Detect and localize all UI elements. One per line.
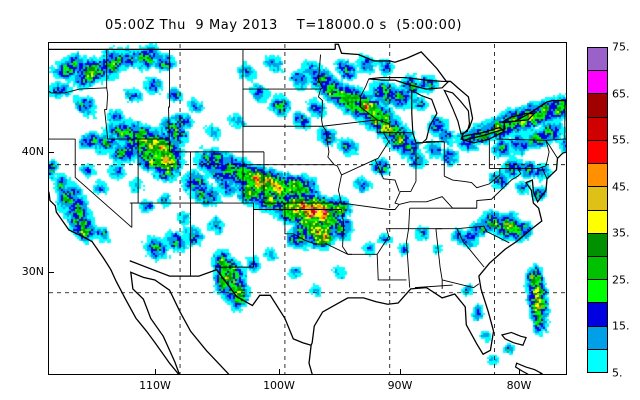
geo-path <box>483 225 510 244</box>
map-plot-area <box>48 42 567 375</box>
geo-path <box>496 138 546 141</box>
x-axis-tick-mark <box>155 369 156 375</box>
geo-path <box>284 203 342 210</box>
geo-path <box>442 279 480 289</box>
colorbar-band-40-45 <box>588 187 607 211</box>
geo-path <box>456 228 485 268</box>
geo-path <box>129 271 230 374</box>
colorbar-band-70-75 <box>588 48 607 72</box>
geo-path <box>49 87 109 140</box>
y-axis-tick-label-30n: 30N <box>21 265 44 278</box>
colorbar-band-20-25 <box>588 280 607 304</box>
geo-path <box>500 331 527 346</box>
geo-path <box>415 141 445 144</box>
figure-title: 05:00Z Thu 9 May 2013 T=18000.0 s (5:00:… <box>104 18 463 33</box>
geo-path <box>476 168 522 209</box>
colorbar-tick-55: 55. <box>612 133 630 147</box>
colorbar-tick-15: 15. <box>612 319 630 333</box>
geo-path <box>310 151 566 356</box>
geo-path <box>414 284 453 289</box>
geo-path <box>408 208 485 230</box>
geo-path <box>374 119 390 179</box>
colorbar-band-10-15 <box>588 326 607 350</box>
geo-path <box>284 209 349 255</box>
colorbar-tick-5: 5. <box>612 366 623 380</box>
geo-path <box>368 76 450 90</box>
geo-path <box>410 142 417 192</box>
colorbar-band-45-50 <box>588 164 607 188</box>
x-axis-tick-label-110w: 110W <box>139 379 171 392</box>
x-axis-tick-label-100w: 100W <box>263 379 295 392</box>
colorbar-tick-65: 65. <box>612 87 630 101</box>
geo-path <box>168 49 171 152</box>
geo-path <box>399 196 477 209</box>
geo-path <box>545 138 565 159</box>
y-axis-tick-mark <box>48 152 54 153</box>
x-axis-tick-mark <box>519 369 520 375</box>
y-axis-tick-mark <box>48 272 54 273</box>
geo-path <box>129 260 312 346</box>
geo-path <box>318 54 324 90</box>
colorbar-tick-35: 35. <box>612 226 630 240</box>
colorbar-band-60-65 <box>588 94 607 118</box>
geo-path <box>444 168 539 189</box>
x-axis-tick-mark <box>400 369 401 375</box>
geo-path <box>501 112 536 124</box>
y-axis-tick-label-40n: 40N <box>21 145 44 158</box>
geo-path <box>131 139 139 228</box>
geo-path <box>538 166 548 179</box>
colorbar-tick-45: 45. <box>612 180 630 194</box>
geo-path <box>308 345 313 374</box>
radar-reflectivity-layer <box>49 43 566 374</box>
geo-path <box>74 139 133 228</box>
geo-path <box>341 202 400 210</box>
colorbar-band-55-60 <box>588 117 607 141</box>
geo-path <box>334 43 407 63</box>
map-geography-layer <box>49 43 566 374</box>
geo-path <box>411 89 438 144</box>
colorbar-band-30-35 <box>588 233 607 257</box>
geo-path <box>49 190 180 374</box>
geo-path <box>341 159 376 176</box>
geo-path <box>376 228 409 281</box>
geo-path <box>359 78 390 125</box>
geo-path <box>406 51 566 142</box>
geo-path <box>443 89 471 135</box>
x-axis-tick-label-80w: 80W <box>506 379 532 392</box>
geo-path <box>334 164 342 204</box>
colorbar-band-25-30 <box>588 256 607 281</box>
geo-path <box>460 126 506 144</box>
colorbar-tick-75: 75. <box>612 40 630 54</box>
geo-path <box>215 203 254 268</box>
colorbar-band-65-70 <box>588 71 607 95</box>
geo-path <box>383 178 400 192</box>
geo-path <box>322 119 378 127</box>
geo-path <box>406 228 411 288</box>
x-axis-tick-mark <box>279 369 280 375</box>
geo-path <box>322 125 335 165</box>
colorbar-band-15-20 <box>588 303 607 327</box>
geo-path <box>341 209 349 255</box>
geo-path <box>317 88 324 127</box>
geo-path <box>435 228 443 289</box>
colorbar-band-5-10 <box>588 349 607 373</box>
reflectivity-colorbar <box>587 47 608 373</box>
colorbar-band-35-40 <box>588 210 607 234</box>
colorbar-tick-25: 25. <box>612 273 630 287</box>
geo-path <box>514 362 544 374</box>
x-axis-tick-label-90w: 90W <box>387 379 413 392</box>
geo-path <box>394 191 411 205</box>
geo-path <box>541 140 550 168</box>
colorbar-band-50-55 <box>588 140 607 165</box>
